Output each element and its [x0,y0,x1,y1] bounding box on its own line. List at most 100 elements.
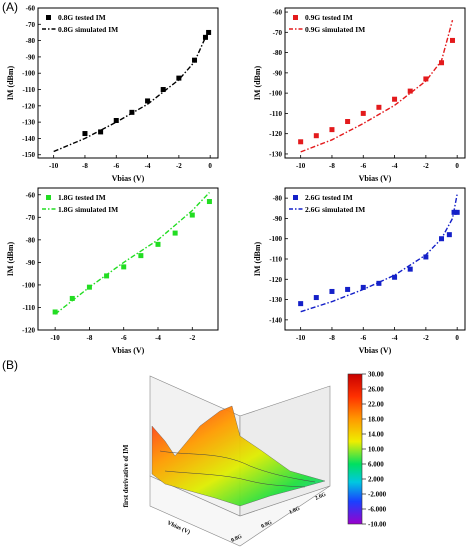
tested-data-point [82,131,88,137]
x-tick-label: -4 [145,162,151,170]
frequency-tick-label: 1.8G [288,505,301,515]
tested-data-point [52,309,58,315]
tested-data-point [160,87,166,93]
panel-label-b: (B) [2,358,18,372]
frequency-tick-label: 0.9G [260,519,273,529]
y-tick-label: -90 [26,259,36,267]
tested-data-point [446,232,452,238]
x-tick-label: -2 [423,334,429,342]
colorbar-tick-label: 18.00 [368,416,384,424]
surface-mesh [151,405,326,507]
y-axis-label: IM (dBm) [6,241,15,276]
legend-marker [46,195,51,200]
legend-label-tested: 0.8G tested IM [58,13,106,22]
tested-data-point [138,253,144,259]
legend-marker [293,15,298,20]
tested-data-point [192,57,198,63]
x-tick-label: -4 [155,334,161,342]
y-tick-label: -100 [269,235,282,243]
y-tick-label: -70 [26,214,36,222]
z-axis-label: first derivative of IM [122,444,130,507]
x-tick-label: -10 [296,334,306,342]
legend-label-simulated: 1.8G simulated IM [58,205,118,214]
line-charts-grid: -10 -8 -6 -4 -2 0-150-140-130-120-110-100-90-… [6,5,466,355]
y-tick-label: -60 [26,191,36,199]
y-tick-label: -130 [269,150,282,158]
x-tick-label: -2 [423,162,429,170]
y-axis-label: IM (dBm) [253,241,262,276]
colorbar-tick-label: 22.00 [368,401,384,409]
x-tick-label: -4 [392,334,398,342]
plot-frame [37,7,219,159]
y-tick-label: -70 [273,29,283,37]
tested-data-point [206,29,212,35]
legend-label-tested: 1.8G tested IM [58,193,106,202]
simulated-series-line [53,37,207,153]
legend-label-simulated: 2.6G simulated IM [305,205,365,214]
x-tick-label: -8 [82,162,88,170]
plot-frame [37,187,219,331]
y-tick-label: -130 [22,119,35,127]
chart-panel-1: -10 -8 -6 -4 -2 0 -150 -140 -130 -120 -110 -100 -90 -… [6,5,219,183]
x-tick-label: -6 [113,162,119,170]
y-tick-label: -110 [23,86,36,94]
y-axis-label: IM (dBm) [6,65,15,100]
y-tick-label: -60 [273,9,283,17]
y-tick-label: -70 [26,21,36,29]
y-axis-label: IM (dBm) [253,65,262,100]
legend-marker [293,195,298,200]
legend-label-tested: 0.9G tested IM [305,13,353,22]
x-tick-label: -10 [49,162,59,170]
y-tick-label: -80 [26,236,36,244]
x-axis-label: Vbias (V) [112,346,145,355]
colorbar-tick-label: 30.00 [368,371,384,379]
x-tick-label: -8 [87,334,93,342]
chart-panel-3: -10 -8 -6 -4 -2 -120 -110 -100 -90 -80 -70 -60 Vbias… [6,187,219,355]
x-tick-label: -6 [360,162,366,170]
colorbar-tick-label: 26.00 [368,386,384,394]
y-tick-label: -120 [22,102,35,110]
tested-data-point [392,96,398,102]
surface-3d-chart: first derivative of IM Vbias (V) 0.8G0.9… [122,371,387,547]
tested-data-point [449,37,455,43]
tested-data-point [98,129,104,135]
tested-data-point [454,209,460,215]
tested-data-point [360,110,366,116]
y-tick-label: -120 [269,130,282,138]
x-tick-label: 0 [455,162,459,170]
tested-data-point [345,286,351,292]
colorbar-tick-label: -6.000 [368,506,387,514]
x-tick-label: -6 [121,334,127,342]
colorbar-tick-label: 2.000 [368,476,384,484]
x-axis-label: Vbias (V) [359,174,392,183]
y-tick-label: -130 [269,296,282,304]
frequency-tick-label: 0.8G [230,533,243,543]
tested-data-point [129,109,135,115]
y-tick-label: -120 [269,276,282,284]
legend-label-tested: 2.6G tested IM [305,193,353,202]
tested-data-point [86,284,92,290]
x-tick-label: -8 [329,334,335,342]
y-tick-label: -110 [23,304,36,312]
y-tick-label: -80 [273,49,283,57]
colorbar-tick-label: 14.00 [368,431,384,439]
x-axis-label: Vbias (V) [359,346,392,355]
tested-data-point [172,230,178,236]
tested-data-point [451,209,457,215]
y-tick-label: -100 [269,90,282,98]
x-tick-label: -2 [176,162,182,170]
tested-data-point [360,284,366,290]
tested-data-point [104,273,110,279]
y-tick-label: -80 [26,37,36,45]
x-tick-label: -10 [296,162,306,170]
tested-data-point [155,241,161,247]
colorbar-tick-label: -2.000 [368,491,387,499]
y-tick-label: -90 [273,69,283,77]
simulated-series-line [54,192,210,315]
tested-data-point [423,76,429,82]
y-tick-label: -90 [273,215,283,223]
tested-data-point [423,254,429,260]
panel-label-a: (A) [2,0,18,14]
y-tick-label: -80 [273,195,283,203]
tested-data-point [298,139,304,145]
